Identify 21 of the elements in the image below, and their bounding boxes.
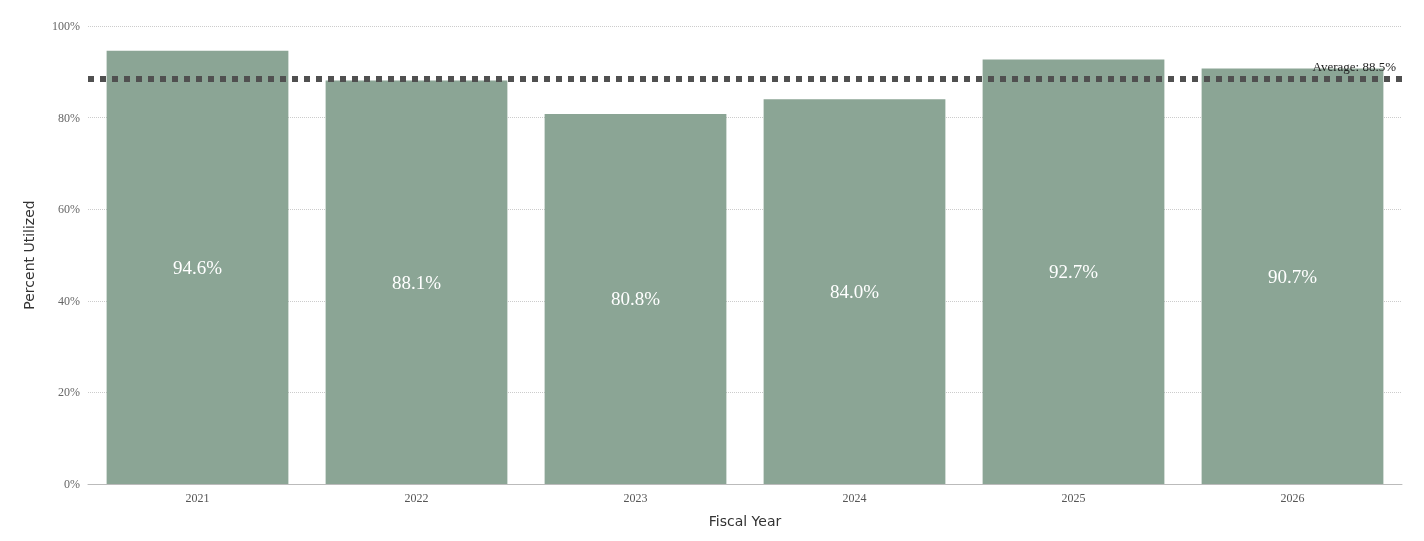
x-axis-title: Fiscal Year: [708, 513, 782, 529]
data-label: 88.1%: [391, 271, 442, 293]
y-tick-label: 20%: [58, 385, 80, 400]
x-tick-label: 2026: [1280, 491, 1305, 505]
data-label: 94.6%: [172, 256, 223, 278]
x-tick-label: 2025: [1061, 491, 1086, 505]
x-tick-label: 2022: [404, 491, 429, 505]
data-label: 90.7%: [1267, 265, 1318, 287]
x-tick-label: 2024: [842, 491, 867, 505]
ref-line-label: Average: 88.5%: [1312, 58, 1397, 74]
y-axis-title: Percent Utilized: [21, 200, 37, 310]
data-label: 84.0%: [829, 281, 880, 303]
x-tick-label: 2023: [623, 491, 648, 505]
data-label: 80.8%: [610, 288, 661, 310]
x-tick-label: 2021: [185, 491, 210, 505]
y-tick-label: 100%: [52, 19, 80, 33]
y-tick-label: 0%: [64, 477, 80, 491]
y-tick-label: 60%: [58, 202, 80, 217]
y-tick-label: 40%: [58, 293, 80, 308]
data-label: 92.7%: [1048, 261, 1099, 283]
y-tick-label: 80%: [58, 110, 80, 125]
